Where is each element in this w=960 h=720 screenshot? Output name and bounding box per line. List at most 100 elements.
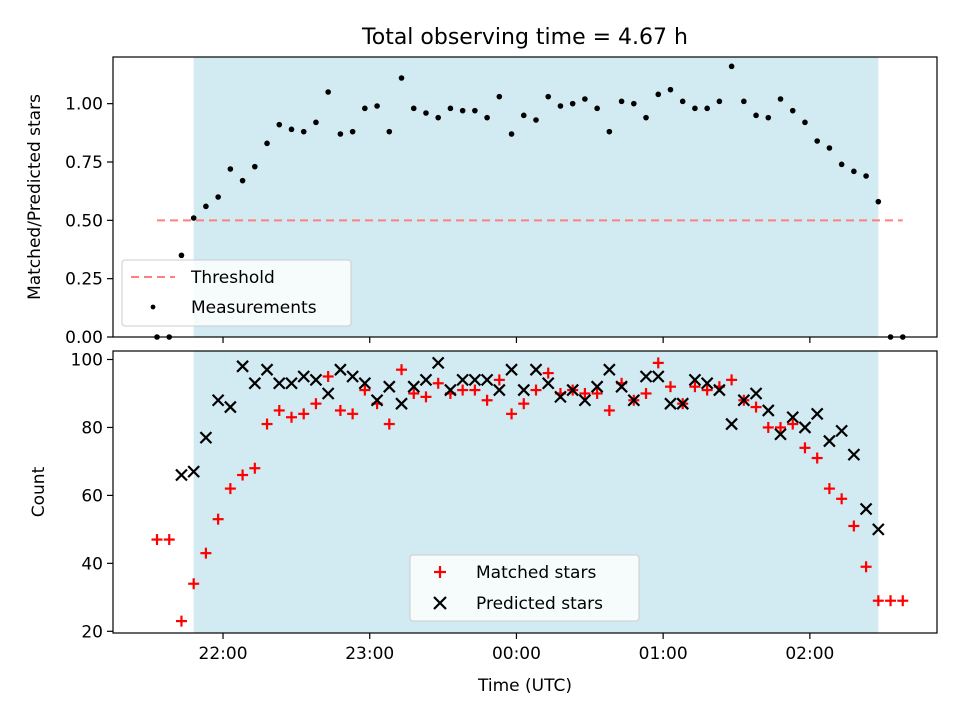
measurement-point	[802, 119, 808, 126]
measurement-point	[472, 107, 478, 114]
measurement-point	[594, 105, 600, 112]
measurement-point	[252, 163, 258, 170]
matched-star-marker	[872, 595, 884, 607]
predicted-star-marker	[272, 376, 286, 390]
predicted-star-marker	[456, 373, 469, 387]
count-panel-frame	[112, 350, 938, 634]
measurement-point	[459, 107, 466, 114]
predicted-star-marker	[676, 397, 689, 410]
y-tick-label: 1.00	[65, 95, 103, 115]
ratio-legend: Threshold Measurements	[121, 259, 352, 327]
predicted-star-marker	[395, 397, 408, 410]
y-axis-ticks: 20 40 60 80 100	[71, 350, 113, 642]
predicted-star-marker	[224, 400, 237, 414]
predicted-star-marker	[248, 376, 262, 390]
measurement-point	[557, 103, 564, 109]
matched-star-marker	[591, 387, 603, 399]
matched-star-marker	[175, 615, 187, 627]
measurement-point	[227, 166, 234, 172]
predicted-star-marker	[725, 417, 738, 431]
matched-star-marker	[249, 462, 261, 474]
measurement-point	[386, 128, 393, 135]
count-panel: 20 40 60 80 100 22:00 23:00 00:00 01:00 02:00 Co…	[29, 350, 938, 664]
matched-star-marker	[200, 547, 212, 559]
matched-star-marker	[261, 418, 273, 430]
ratio-panel-frame	[112, 56, 938, 338]
matched-star-marker	[408, 387, 420, 399]
predicted-star-marker	[199, 431, 213, 444]
predicted-stars-markers	[175, 356, 885, 536]
predicted-star-marker	[187, 465, 200, 478]
predicted-star-marker	[859, 502, 873, 516]
measurement-point	[313, 119, 319, 126]
matched-star-marker	[322, 370, 334, 382]
y-tick-label: 0.75	[65, 153, 103, 173]
measurement-point	[692, 105, 698, 112]
matched-stars-markers	[151, 357, 909, 627]
measurement-point	[851, 168, 857, 175]
measurement-point	[398, 75, 405, 81]
predicted-star-marker	[334, 363, 347, 376]
matched-star-marker	[652, 357, 664, 369]
measurement-point	[362, 105, 368, 112]
measurement-point	[533, 117, 539, 123]
ratio-panel: 0.00 0.25 0.50 0.75 1.00 Matched/Predicted s…	[25, 56, 938, 348]
predicted-star-marker	[407, 380, 421, 393]
y-tick-label: 20	[81, 622, 103, 642]
measurement-point	[423, 110, 429, 116]
y-tick-label: 0.50	[65, 211, 103, 231]
measurement-point	[496, 93, 503, 100]
measurement-point	[569, 100, 576, 107]
predicted-star-marker	[872, 523, 885, 536]
y-tick-label: 40	[81, 554, 103, 574]
matched-star-marker	[823, 483, 835, 495]
matched-star-marker	[273, 404, 285, 416]
matched-star-marker	[359, 384, 371, 396]
measurement-point	[704, 105, 710, 112]
measurement-point	[447, 105, 454, 112]
measurement-point	[300, 128, 307, 135]
predicted-star-marker	[835, 424, 848, 438]
predicted-star-marker	[493, 383, 506, 397]
predicted-star-marker	[297, 370, 310, 383]
predicted-star-marker	[615, 380, 628, 393]
measurement-point	[765, 114, 772, 121]
predicted-star-marker	[480, 373, 494, 387]
matched-star-marker	[762, 421, 774, 433]
measurement-point	[728, 63, 735, 70]
measurement-point	[777, 96, 784, 102]
matched-star-marker	[285, 411, 297, 423]
matched-star-marker	[212, 513, 224, 525]
matched-star-marker	[224, 483, 236, 495]
measurement-point	[667, 86, 674, 93]
matched-star-marker	[848, 520, 860, 532]
matched-star-marker	[530, 384, 542, 396]
measurement-point	[435, 114, 441, 121]
matched-star-marker	[493, 374, 505, 386]
measurement-point	[826, 145, 833, 151]
matched-star-marker	[506, 408, 518, 420]
measurement-point	[643, 114, 649, 121]
legend-predicted-label: Predicted stars	[476, 594, 603, 614]
predicted-star-marker	[627, 393, 641, 407]
matched-star-marker	[701, 384, 713, 396]
predicted-star-marker	[590, 380, 604, 393]
x-axis-ticks: 22:00 23:00 00:00 01:00 02:00	[199, 633, 834, 664]
x-tick-label: 22:00	[199, 644, 248, 664]
predicted-star-marker	[431, 356, 445, 370]
measurement-point	[679, 98, 686, 105]
predicted-star-marker	[762, 404, 775, 417]
legend-box	[409, 554, 640, 622]
predicted-star-marker	[566, 383, 579, 397]
matched-star-marker	[334, 404, 346, 416]
x-tick-label: 01:00	[639, 644, 688, 664]
measurement-point	[374, 103, 380, 109]
predicted-star-marker	[651, 370, 665, 383]
measurement-point	[582, 96, 588, 102]
predicted-star-marker	[444, 383, 457, 397]
matched-star-marker	[457, 384, 469, 396]
predicted-star-marker	[810, 407, 824, 421]
measurement-point	[716, 98, 723, 105]
x-axis-ticks	[222, 337, 811, 343]
predicted-star-marker	[309, 373, 323, 387]
